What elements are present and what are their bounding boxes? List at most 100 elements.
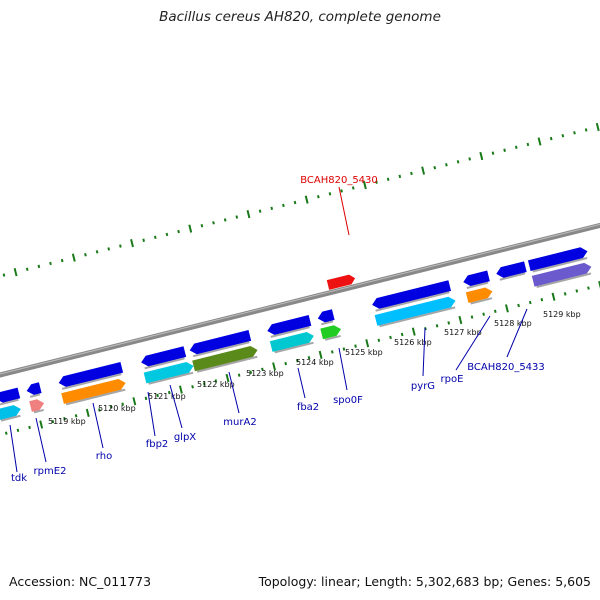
gene-arrow[interactable] [266,315,312,336]
lower-scale-tick [540,297,544,302]
gene-arrow[interactable] [527,246,589,272]
lower-scale-tick [307,356,311,360]
upper-scale-tick [2,273,6,277]
upper-scale-tick [595,122,600,132]
gene-label[interactable]: fbp2 [146,439,169,450]
lower-scale-tick [598,281,600,290]
upper-scale-tick [537,137,542,146]
gene-arrow[interactable] [188,330,252,356]
scale-label: 5123 kbp [246,369,284,378]
upper-scale-tick [410,171,413,176]
lower-scale-tick [493,309,497,313]
upper-scale-tick [270,206,274,211]
lower-scale-tick [330,350,334,354]
gene-label[interactable]: pyrG [411,381,435,392]
gene-label[interactable]: rpmE2 [34,466,67,477]
scale-label: 5120 kbp [98,404,136,413]
gene-label[interactable]: spo0F [333,395,363,406]
lower-scale-tick [435,324,439,328]
gene-arrow-shadow [499,272,526,281]
upper-scale-tick [503,148,506,152]
upper-scale-tick [282,203,285,208]
gene-arrow[interactable] [29,398,45,412]
upper-scale-tick [84,253,87,257]
lower-scale-tick [563,292,567,296]
upper-scale-tick [445,163,448,167]
upper-scale-tick [479,151,484,161]
upper-scale-tick [200,224,204,228]
gene-arrow[interactable] [140,346,187,368]
gene-arrow[interactable] [61,378,127,404]
gene-arrow-shadow [0,398,19,406]
lower-scale-tick [63,416,66,421]
lower-scale-tick [28,425,31,430]
upper-scale-tick [142,238,145,242]
gene-label[interactable]: fba2 [297,402,319,413]
gene-leader-line [35,417,47,463]
scale-label: 5128 kbp [494,319,532,328]
scale-label: 5124 kbp [296,358,334,367]
upper-scale-tick [468,157,472,161]
gene-arrow[interactable] [465,286,494,304]
upper-scale-tick [107,247,111,251]
gene-leader-line [297,367,306,399]
gene-arrow[interactable] [269,331,315,352]
scale-label: 5129 kbp [543,310,581,319]
gene-label[interactable]: glpX [174,432,196,443]
lower-scale-tick [85,408,90,418]
upper-scale-tick [514,145,518,150]
gene-label[interactable]: murA2 [223,417,256,428]
upper-scale-tick [60,258,64,263]
accession-text: Accession: NC_011773 [9,574,152,589]
gene-arrow[interactable] [371,280,452,310]
gene-label[interactable]: rpoE [441,374,464,385]
gene-arrow-shadow [321,320,334,326]
upper-scale-tick [561,134,565,138]
genome-stats-text: Topology: linear; Length: 5,302,683 bp; … [258,574,591,589]
highlight-gene-arrow[interactable] [326,273,357,290]
upper-scale-tick [235,215,239,219]
gene-arrow[interactable] [374,295,457,326]
lower-scale-tick [575,289,579,293]
gene-arrow[interactable] [192,345,259,372]
highlight-gene-label[interactable]: BCAH820_5430 [300,175,378,186]
gene-arrow[interactable] [495,261,527,279]
lower-scale-tick [389,335,392,340]
gene-arrow-shadow [65,388,126,406]
upper-scale-tick [119,244,122,248]
gene-arrow[interactable] [462,270,490,288]
gene-arrow[interactable] [143,361,195,384]
upper-scale-tick [212,221,215,225]
upper-scale-tick [223,218,227,222]
lower-scale-tick [16,428,20,433]
lower-scale-tick [51,419,55,424]
gene-arrow-shadow [61,373,122,390]
lower-scale-tick [144,396,148,401]
map-title: Bacillus cereus AH820, complete genome [159,9,441,25]
gene-arrow-shadow [144,357,185,370]
upper-scale-tick [491,151,495,155]
gene-label[interactable]: rho [96,451,112,462]
gene-arrow[interactable] [0,404,22,421]
lower-scale-tick [202,382,206,386]
upper-scale-tick [328,192,332,196]
gene-arrow[interactable] [316,309,335,324]
gene-leader-line [506,308,528,358]
gene-label[interactable]: tdk [11,473,27,484]
gene-arrow[interactable] [25,382,42,396]
lower-scale-tick [156,393,159,398]
upper-scale-tick [25,267,29,271]
lower-scale-tick [447,321,451,325]
gene-label[interactable]: BCAH820_5433 [467,362,545,373]
gene-arrow[interactable] [0,387,21,404]
lower-scale-tick [551,292,556,301]
upper-scale-tick [456,160,460,164]
gene-arrow[interactable] [57,361,124,388]
lower-scale-tick [214,379,218,383]
gene-arrow[interactable] [320,324,342,340]
upper-scale-tick [258,209,262,213]
upper-scale-tick [340,189,343,193]
gene-arrow-shadow [148,371,194,385]
gene-arrow[interactable] [531,261,593,287]
